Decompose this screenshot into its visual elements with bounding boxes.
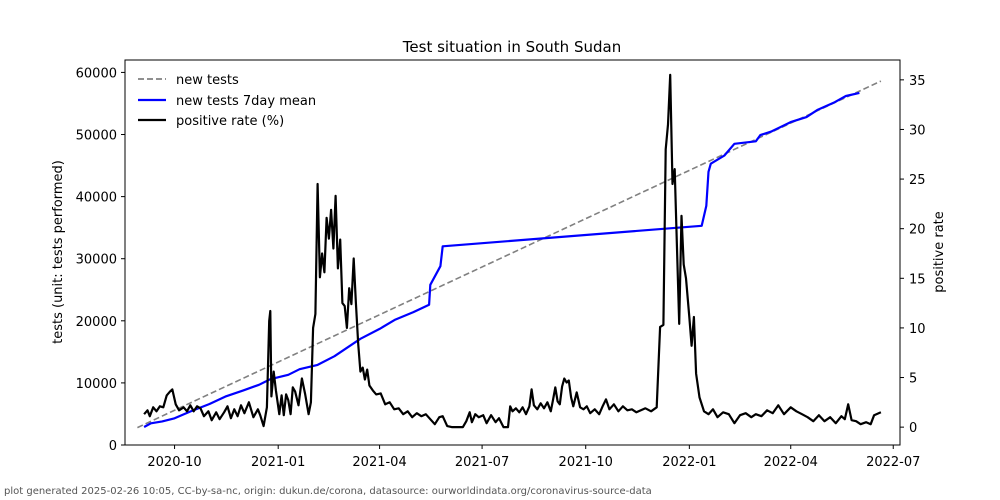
x-tick-label: 2021-07 [455, 455, 509, 470]
legend-label-7day-mean: new tests 7day mean [176, 94, 316, 109]
series-line-positive-rate [143, 73, 882, 429]
x-tick-label: 2022-07 [866, 455, 920, 470]
y-axis-label: tests (unit: tests performed) [51, 160, 66, 344]
y2-axis-label: positive rate [932, 211, 947, 293]
series-line-new-tests [137, 80, 882, 429]
x-tick-label: 2020-10 [147, 455, 201, 470]
legend: new tests new tests 7day mean positive r… [138, 73, 316, 129]
y-tick-label: 30000 [76, 253, 117, 268]
chart-title: Test situation in South Sudan [402, 38, 621, 56]
x-tick-label: 2022-01 [662, 455, 716, 470]
footer-credit: plot generated 2025-02-26 10:05, CC-by-s… [4, 486, 652, 497]
y-tick-label: 20000 [76, 315, 117, 330]
y-tick-label: 0 [109, 439, 117, 454]
y2-tick-label: 30 [909, 123, 926, 138]
y2-tick-label: 20 [909, 223, 926, 238]
legend-label-positive-rate: positive rate (%) [176, 114, 284, 129]
y-tick-label: 40000 [76, 191, 117, 206]
x-tick-label: 2021-10 [559, 455, 613, 470]
legend-label-new-tests: new tests [176, 73, 239, 88]
plot-area [124, 59, 901, 446]
y2-tick-label: 10 [909, 322, 926, 337]
y2-tick-label: 5 [909, 372, 917, 387]
y2-tick-label: 25 [909, 173, 926, 188]
x-tick-label: 2021-01 [251, 455, 305, 470]
x-tick-label: 2021-04 [352, 455, 406, 470]
y-tick-label: 10000 [76, 377, 117, 392]
x-tick-label: 2022-04 [764, 455, 818, 470]
y2-tick-label: 35 [909, 74, 926, 89]
series-line-7day-mean [143, 91, 860, 428]
y2-tick-label: 0 [909, 421, 917, 436]
y-tick-label: 50000 [76, 129, 117, 144]
y2-tick-label: 15 [909, 272, 926, 287]
y-tick-label: 60000 [76, 66, 117, 81]
